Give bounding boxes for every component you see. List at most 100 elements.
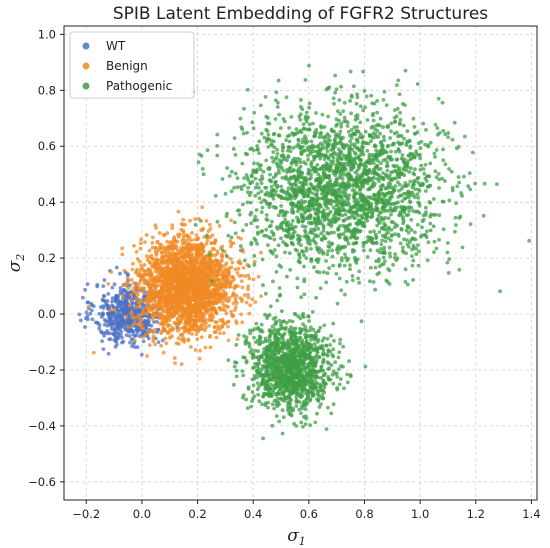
data-point: [379, 143, 384, 148]
data-point: [447, 257, 452, 261]
data-point: [235, 185, 240, 190]
data-point: [139, 237, 144, 242]
data-point: [150, 235, 155, 240]
data-point: [381, 125, 385, 130]
data-point: [220, 254, 225, 259]
data-point: [432, 151, 437, 156]
data-point: [342, 115, 347, 120]
data-point: [132, 243, 136, 248]
data-point: [295, 190, 299, 195]
data-point: [401, 221, 406, 226]
data-point: [152, 298, 157, 303]
data-point: [408, 151, 413, 156]
data-point: [413, 167, 417, 172]
data-point: [109, 270, 114, 274]
data-point: [160, 278, 165, 283]
data-point: [420, 225, 424, 230]
data-point: [393, 149, 398, 154]
data-point: [165, 277, 170, 282]
data-point: [258, 178, 263, 182]
data-point: [227, 298, 231, 303]
data-point: [296, 237, 300, 242]
data-point: [393, 208, 398, 213]
data-point: [364, 141, 369, 146]
data-point: [159, 343, 164, 348]
data-point: [398, 117, 403, 122]
data-point: [249, 221, 254, 226]
data-point: [186, 283, 191, 288]
data-point: [145, 354, 150, 358]
data-point: [254, 170, 259, 175]
data-point: [296, 241, 301, 246]
data-point: [350, 247, 355, 252]
data-point: [131, 332, 136, 337]
data-point: [213, 239, 218, 244]
data-point: [386, 216, 391, 221]
data-point: [220, 177, 225, 181]
data-point: [139, 326, 144, 330]
data-point: [388, 197, 392, 202]
data-point: [221, 289, 226, 293]
data-point: [445, 260, 450, 265]
data-point: [199, 335, 204, 340]
data-point: [211, 300, 216, 305]
data-point: [257, 196, 262, 201]
data-point: [304, 256, 309, 260]
data-point: [446, 271, 451, 275]
data-point: [264, 185, 269, 190]
data-point: [443, 162, 448, 167]
data-point: [177, 258, 181, 263]
data-point: [133, 345, 138, 349]
data-point: [396, 147, 401, 151]
data-point: [334, 272, 339, 276]
data-point: [220, 269, 224, 274]
data-point: [426, 144, 431, 149]
data-point: [221, 331, 226, 335]
data-point: [348, 267, 352, 272]
data-point: [342, 263, 347, 268]
data-point: [346, 129, 351, 134]
data-point: [240, 228, 245, 233]
data-point: [131, 329, 136, 334]
data-point: [353, 192, 358, 196]
data-point: [295, 285, 300, 290]
data-point: [354, 101, 359, 106]
data-point: [208, 226, 213, 231]
data-point: [181, 228, 186, 233]
data-point: [315, 192, 319, 197]
data-point: [170, 223, 175, 228]
data-point: [453, 229, 457, 234]
data-point: [197, 303, 202, 307]
data-point: [303, 224, 308, 229]
data-point: [352, 229, 356, 234]
data-point: [237, 212, 242, 217]
data-point: [127, 303, 132, 308]
data-point: [148, 305, 153, 310]
data-point: [365, 255, 370, 259]
data-point: [271, 233, 276, 237]
data-point: [359, 319, 364, 324]
data-point: [172, 256, 177, 261]
data-point: [239, 312, 244, 317]
data-point: [232, 186, 237, 190]
data-point: [295, 176, 300, 180]
data-point: [411, 181, 416, 186]
data-point: [235, 337, 240, 341]
data-point: [111, 311, 116, 316]
data-point: [230, 275, 234, 279]
data-point: [160, 269, 165, 274]
data-point: [200, 319, 205, 324]
data-point: [351, 204, 356, 209]
data-point: [331, 190, 336, 195]
data-point: [86, 305, 91, 309]
data-point: [403, 280, 408, 284]
data-point: [350, 278, 355, 283]
data-point: [428, 221, 433, 226]
data-point: [181, 256, 186, 261]
data-point: [194, 233, 199, 238]
data-point: [375, 164, 379, 169]
data-point: [308, 214, 313, 219]
data-point: [276, 78, 281, 83]
data-point: [379, 210, 383, 215]
data-point: [375, 223, 380, 228]
